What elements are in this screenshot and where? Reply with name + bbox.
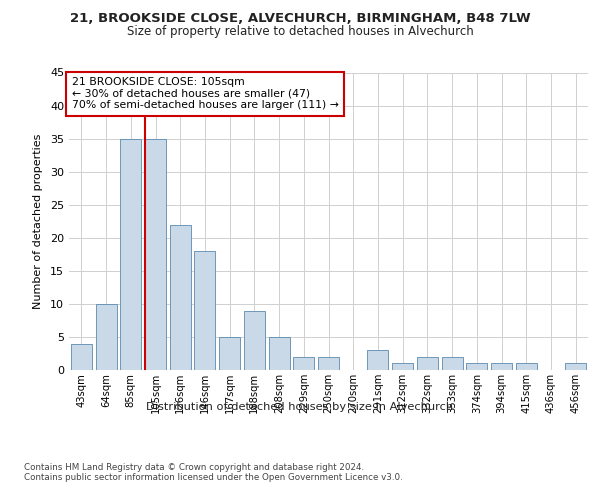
Text: Contains public sector information licensed under the Open Government Licence v3: Contains public sector information licen… [24, 474, 403, 482]
Bar [491, 364, 512, 370]
Bar [392, 364, 413, 370]
Text: 21 BROOKSIDE CLOSE: 105sqm
← 30% of detached houses are smaller (47)
70% of semi: 21 BROOKSIDE CLOSE: 105sqm ← 30% of deta… [71, 77, 338, 110]
Bar [367, 350, 388, 370]
Bar [145, 138, 166, 370]
Text: Contains HM Land Registry data © Crown copyright and database right 2024.: Contains HM Land Registry data © Crown c… [24, 462, 364, 471]
Bar [194, 251, 215, 370]
Bar [95, 304, 116, 370]
Bar [417, 357, 438, 370]
Text: Size of property relative to detached houses in Alvechurch: Size of property relative to detached ho… [127, 25, 473, 38]
Bar [318, 357, 339, 370]
Bar [466, 364, 487, 370]
Text: 21, BROOKSIDE CLOSE, ALVECHURCH, BIRMINGHAM, B48 7LW: 21, BROOKSIDE CLOSE, ALVECHURCH, BIRMING… [70, 12, 530, 26]
Bar [293, 357, 314, 370]
Bar [120, 138, 141, 370]
Bar [516, 364, 537, 370]
Bar [269, 337, 290, 370]
Bar [219, 337, 240, 370]
Text: Distribution of detached houses by size in Alvechurch: Distribution of detached houses by size … [146, 402, 454, 412]
Bar [565, 364, 586, 370]
Y-axis label: Number of detached properties: Number of detached properties [33, 134, 43, 309]
Bar [170, 224, 191, 370]
Bar [71, 344, 92, 370]
Bar [244, 310, 265, 370]
Bar [442, 357, 463, 370]
